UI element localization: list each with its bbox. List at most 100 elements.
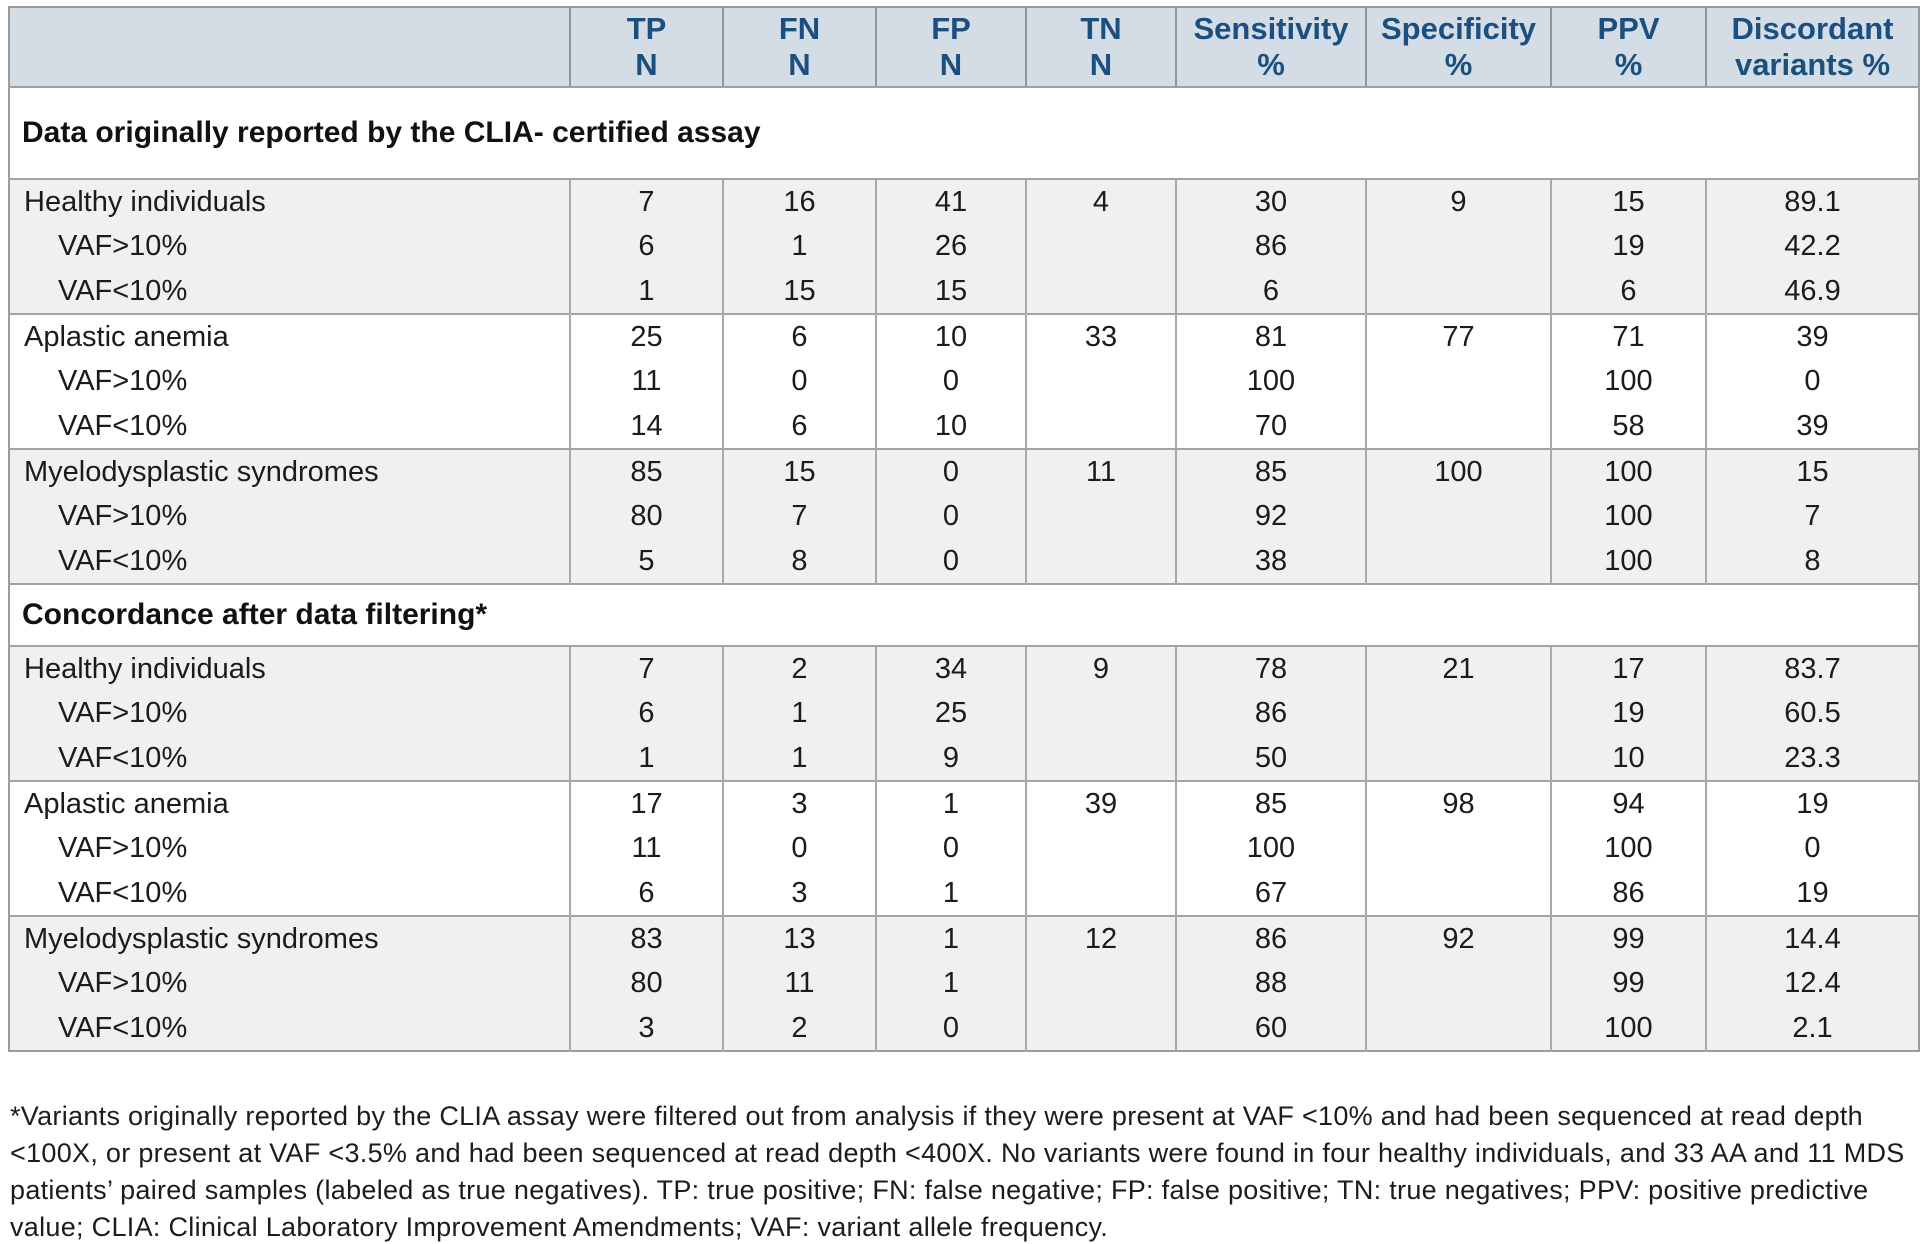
- value-cell: 10: [875, 404, 1026, 449]
- value-cell: 100: [1550, 448, 1706, 494]
- value-cell: 4: [1025, 178, 1176, 224]
- value-cell: 85: [569, 448, 723, 494]
- column-header: FP N: [875, 7, 1026, 88]
- row-label-sub: VAF>10%: [9, 359, 570, 404]
- section-header-row: Concordance after data filtering*: [9, 583, 1919, 647]
- value-cell: 14.4: [1705, 915, 1919, 961]
- row-label-sub: VAF>10%: [9, 691, 570, 736]
- value-cell: 0: [722, 826, 876, 871]
- value-cell: 85: [1175, 448, 1366, 494]
- value-cell: 0: [875, 359, 1026, 404]
- table-row: VAF>10% 11 0 0 100 100 0: [9, 826, 1919, 871]
- value-cell: [1025, 736, 1176, 781]
- table-row: VAF>10% 11 0 0 100 100 0: [9, 359, 1919, 404]
- row-label-sub: VAF<10%: [9, 269, 570, 314]
- value-cell: 23.3: [1705, 736, 1919, 781]
- table-row: VAF>10% 80 11 1 88 99 12.4: [9, 961, 1919, 1006]
- column-header-line2: N: [939, 47, 963, 82]
- value-cell: 8: [722, 539, 876, 584]
- value-cell: 100: [1550, 359, 1706, 404]
- value-cell: 92: [1175, 494, 1366, 539]
- value-cell: 8: [1705, 539, 1919, 584]
- value-cell: 100: [1365, 448, 1551, 494]
- table-row: VAF>10% 6 1 25 86 19 60.5: [9, 691, 1919, 736]
- column-header-line2: N: [635, 47, 658, 82]
- value-cell: [1025, 539, 1176, 584]
- value-cell: 99: [1550, 961, 1706, 1006]
- column-header: Specificity%: [1365, 7, 1551, 88]
- value-cell: 3: [722, 780, 876, 826]
- value-cell: 58: [1550, 404, 1706, 449]
- value-cell: 11: [1025, 448, 1176, 494]
- value-cell: 39: [1025, 780, 1176, 826]
- value-cell: 10: [1550, 736, 1706, 781]
- value-cell: 2.1: [1705, 1006, 1919, 1051]
- row-label-sub: VAF<10%: [9, 404, 570, 449]
- value-cell: 7: [569, 178, 723, 224]
- value-cell: 0: [875, 494, 1026, 539]
- value-cell: [1025, 224, 1176, 269]
- row-label-sub: VAF<10%: [9, 1006, 570, 1051]
- value-cell: 60: [1175, 1006, 1366, 1051]
- value-cell: 13: [722, 915, 876, 961]
- value-cell: [1365, 269, 1551, 314]
- column-header-line1: TP: [626, 11, 667, 46]
- column-header: TP N: [569, 7, 723, 88]
- value-cell: 100: [1550, 1006, 1706, 1051]
- value-cell: 15: [875, 269, 1026, 314]
- value-cell: 1: [569, 269, 723, 314]
- row-label-sub: VAF>10%: [9, 224, 570, 269]
- table-section: Data originally reported by the CLIA- ce…: [9, 86, 1919, 584]
- column-header: TN N: [1025, 7, 1176, 88]
- concordance-table: TP N FN N FP N TN N Sensitivity% Specificity% PPV%…: [8, 6, 1920, 1052]
- column-header-line1: Sensitivity: [1193, 11, 1349, 46]
- value-cell: 88: [1175, 961, 1366, 1006]
- value-cell: 41: [875, 178, 1026, 224]
- table-row: Myelodysplastic syndromes 83 13 1 12 86 92 99 14…: [9, 915, 1919, 961]
- value-cell: 85: [1175, 780, 1366, 826]
- value-cell: [1025, 359, 1176, 404]
- value-cell: 1: [569, 736, 723, 781]
- value-cell: 86: [1175, 224, 1366, 269]
- value-cell: 1: [875, 915, 1026, 961]
- table-row: VAF<10% 6 3 1 67 86 19: [9, 871, 1919, 916]
- table-row: Healthy individuals 7 2 34 9 78 21 17 83.7: [9, 645, 1919, 691]
- table-row: Aplastic anemia 17 3 1 39 85 98 94 19: [9, 780, 1919, 826]
- column-header-line2: %: [1444, 47, 1473, 82]
- column-header-line1: FN: [778, 11, 821, 46]
- value-cell: 100: [1175, 359, 1366, 404]
- header-row: TP N FN N FP N TN N Sensitivity% Specificity% PPV%…: [9, 7, 1919, 88]
- column-header-line2: %: [1257, 47, 1285, 82]
- value-cell: 1: [722, 224, 876, 269]
- value-cell: 70: [1175, 404, 1366, 449]
- value-cell: 89.1: [1705, 178, 1919, 224]
- value-cell: 38: [1175, 539, 1366, 584]
- table-row: VAF>10% 6 1 26 86 19 42.2: [9, 224, 1919, 269]
- table-row: VAF<10% 3 2 0 60 100 2.1: [9, 1006, 1919, 1051]
- value-cell: [1365, 539, 1551, 584]
- value-cell: 78: [1175, 645, 1366, 691]
- row-label: Myelodysplastic syndromes: [9, 915, 570, 961]
- value-cell: [1025, 691, 1176, 736]
- value-cell: 6: [569, 871, 723, 916]
- value-cell: 6: [722, 313, 876, 359]
- value-cell: 1: [722, 736, 876, 781]
- row-label: Healthy individuals: [9, 645, 570, 691]
- value-cell: 2: [722, 1006, 876, 1051]
- section-title: Concordance after data filtering*: [9, 583, 1919, 647]
- value-cell: 19: [1705, 780, 1919, 826]
- value-cell: 15: [1550, 178, 1706, 224]
- value-cell: 11: [722, 961, 876, 1006]
- value-cell: 3: [722, 871, 876, 916]
- value-cell: 7: [722, 494, 876, 539]
- column-header-line1: Discordant: [1731, 11, 1894, 46]
- row-label-sub: VAF>10%: [9, 826, 570, 871]
- value-cell: 86: [1550, 871, 1706, 916]
- value-cell: 17: [569, 780, 723, 826]
- value-cell: [1365, 961, 1551, 1006]
- value-cell: [1365, 691, 1551, 736]
- value-cell: [1365, 826, 1551, 871]
- value-cell: 19: [1705, 871, 1919, 916]
- value-cell: 19: [1550, 224, 1706, 269]
